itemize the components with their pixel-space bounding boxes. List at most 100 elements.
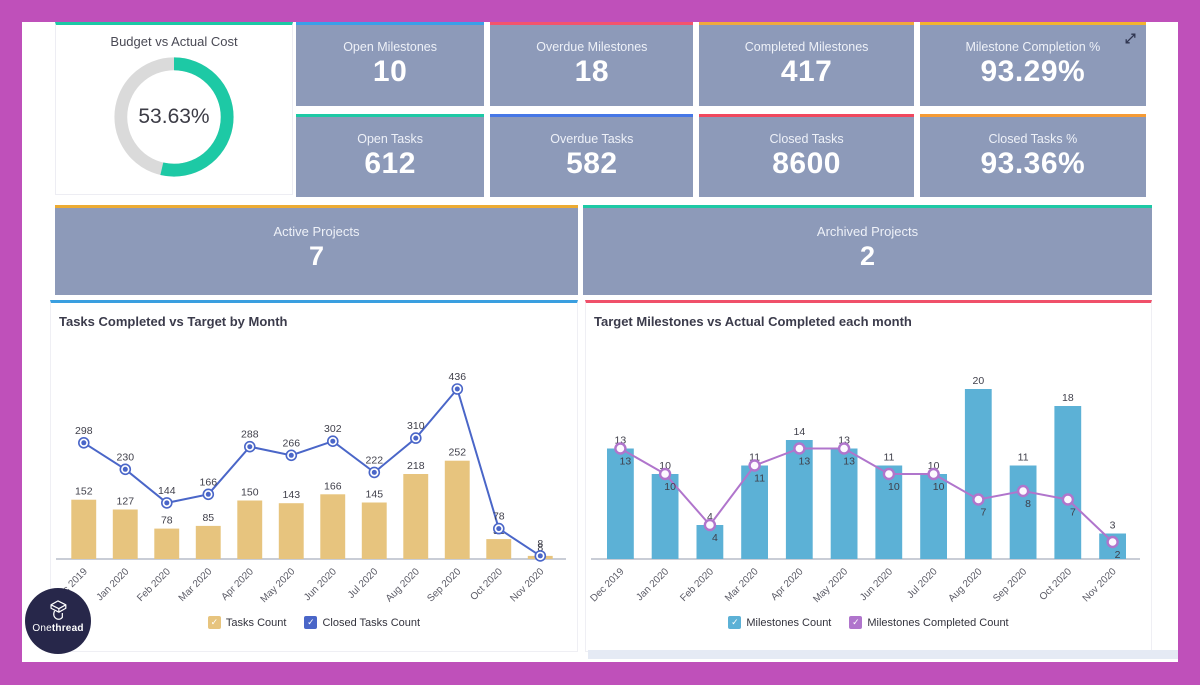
svg-text:May 2020: May 2020 [811,566,850,605]
kpi-value: 582 [566,146,618,180]
svg-text:302: 302 [324,423,342,435]
project-value: 7 [308,241,325,271]
kpi-card-open-tasks: Open Tasks 612 [296,113,485,197]
svg-text:10: 10 [928,460,940,472]
svg-text:78: 78 [493,511,505,523]
svg-text:2: 2 [1115,549,1121,561]
kpi-value: 417 [780,55,833,88]
kpi-label: Overdue Tasks [550,131,634,146]
project-label: Archived Projects [816,224,919,239]
expand-icon[interactable] [1123,31,1138,46]
svg-text:May 2020: May 2020 [259,566,298,605]
svg-text:7: 7 [980,507,986,519]
svg-text:14: 14 [794,426,806,438]
svg-text:11: 11 [754,473,765,485]
svg-text:436: 436 [449,371,467,383]
project-label: Active Projects [273,224,360,239]
svg-text:8: 8 [537,538,543,550]
kpi-value: 8600 [772,146,841,180]
tasks-combo-chart: 1521277885150143166145218252518298230144… [51,345,577,629]
svg-text:Jul 2020: Jul 2020 [905,566,940,601]
svg-text:13: 13 [615,435,627,447]
svg-text:Apr 2020: Apr 2020 [219,566,256,603]
kpi-value: 10 [372,55,408,88]
legend-item-closed-tasks-count[interactable]: ✓ Closed Tasks Count [304,616,420,629]
svg-text:3: 3 [1110,520,1116,532]
budget-gauge-card: Budget vs Actual Cost 53.63% [55,22,293,195]
svg-text:Jan 2020: Jan 2020 [95,566,132,603]
kpi-label: Milestone Completion % [965,40,1101,54]
svg-text:7: 7 [1070,507,1076,519]
svg-text:8: 8 [537,542,543,554]
legend-checkbox-icon: ✓ [207,616,221,629]
svg-text:222: 222 [366,454,384,466]
chart-title: Target Milestones vs Actual Completed ea… [594,314,912,329]
svg-text:Feb 2020: Feb 2020 [135,566,173,604]
svg-text:10: 10 [933,481,945,493]
kpi-card-overdue-tasks: Overdue Tasks 582 [490,113,694,197]
svg-text:298: 298 [75,425,93,437]
svg-text:Apr 2020: Apr 2020 [769,566,806,603]
legend-checkbox-icon: ✓ [304,616,318,629]
kpi-value: 18 [574,55,610,88]
donut-gauge-svg [114,57,234,177]
chart-title: Tasks Completed vs Target by Month [59,314,288,329]
svg-text:10: 10 [888,481,900,493]
svg-text:20: 20 [973,375,985,387]
legend-checkbox-icon: ✓ [728,616,742,629]
svg-text:Aug 2020: Aug 2020 [946,566,984,604]
chart-plot: 1521277885150143166145218252518298230144… [52,371,566,605]
legend-item-tasks-count[interactable]: ✓ Tasks Count [207,616,286,629]
project-value: 2 [859,241,876,271]
svg-text:Jun 2020: Jun 2020 [858,566,895,603]
svg-text:10: 10 [664,481,676,493]
kpi-value: 93.29% [980,55,1086,88]
svg-text:13: 13 [838,435,850,447]
svg-text:Sep 2020: Sep 2020 [425,566,463,604]
svg-text:11: 11 [749,452,760,464]
chart-legend: ✓ Tasks Count ✓ Closed Tasks Count [51,616,577,629]
legend-label: Milestones Count [746,616,832,629]
kpi-value: 612 [364,146,416,180]
svg-text:Mar 2020: Mar 2020 [177,566,215,604]
svg-text:4: 4 [707,511,713,523]
legend-item-milestones-count[interactable]: ✓ Milestones Count [728,616,831,629]
kpi-label: Closed Tasks [769,131,844,146]
svg-text:310: 310 [407,420,425,432]
milestones-combo-chart: 13 10 4 11 14 13 11 10 20 11 18 3 13 10 4 11 13 13 10 10 7 8 7… [586,345,1151,629]
kpi-label: Open Milestones [343,40,438,54]
chart-legend: ✓ Milestones Count ✓ Milestones Completed C… [586,616,1151,629]
svg-text:150: 150 [241,487,259,499]
svg-text:Nov 2020: Nov 2020 [1081,566,1119,604]
svg-text:13: 13 [620,456,632,468]
svg-text:Aug 2020: Aug 2020 [384,566,422,604]
svg-text:Sep 2020: Sep 2020 [991,566,1029,604]
svg-text:Oct 2020: Oct 2020 [1038,566,1075,603]
svg-text:Jul 2020: Jul 2020 [346,566,381,601]
milestones-chart-card: Target Milestones vs Actual Completed ea… [585,300,1152,652]
kpi-value: 93.36% [980,146,1086,180]
svg-text:Nov 2020: Nov 2020 [508,566,546,604]
svg-text:218: 218 [407,460,425,472]
svg-text:152: 152 [75,486,93,498]
svg-text:11: 11 [883,452,894,464]
logo-text: Onethread [32,623,84,634]
kpi-card-closed-tasks: Closed Tasks % 93.36% [919,113,1146,197]
legend-label: Milestones Completed Count [867,616,1009,629]
kpi-card-overdue-milestones: Overdue Milestones 18 [490,22,694,106]
kpi-grid: Open Milestones 10 Overdue Milestones 18 Com… [296,22,1146,197]
kpi-label: Closed Tasks % [988,131,1078,146]
svg-text:4: 4 [712,532,718,544]
svg-text:252: 252 [449,447,467,459]
chart-plot: 13 10 4 11 14 13 11 10 20 11 18 3 13 10 4 11 13 13 10 10 7 8 7… [588,375,1140,605]
onethread-logo: Onethread [25,588,91,654]
dashboard-content: Budget vs Actual Cost 53.63% Open Milest… [22,22,1178,662]
horizontal-scrollbar[interactable] [588,650,1178,659]
svg-text:Jun 2020: Jun 2020 [302,566,339,603]
legend-item-milestones-completed-count[interactable]: ✓ Milestones Completed Count [849,616,1009,629]
svg-text:166: 166 [324,480,342,492]
svg-text:78: 78 [161,515,173,527]
legend-checkbox-icon: ✓ [849,616,863,629]
svg-text:Dec 2019: Dec 2019 [588,566,626,604]
budget-donut-chart: 53.63% [110,53,238,181]
